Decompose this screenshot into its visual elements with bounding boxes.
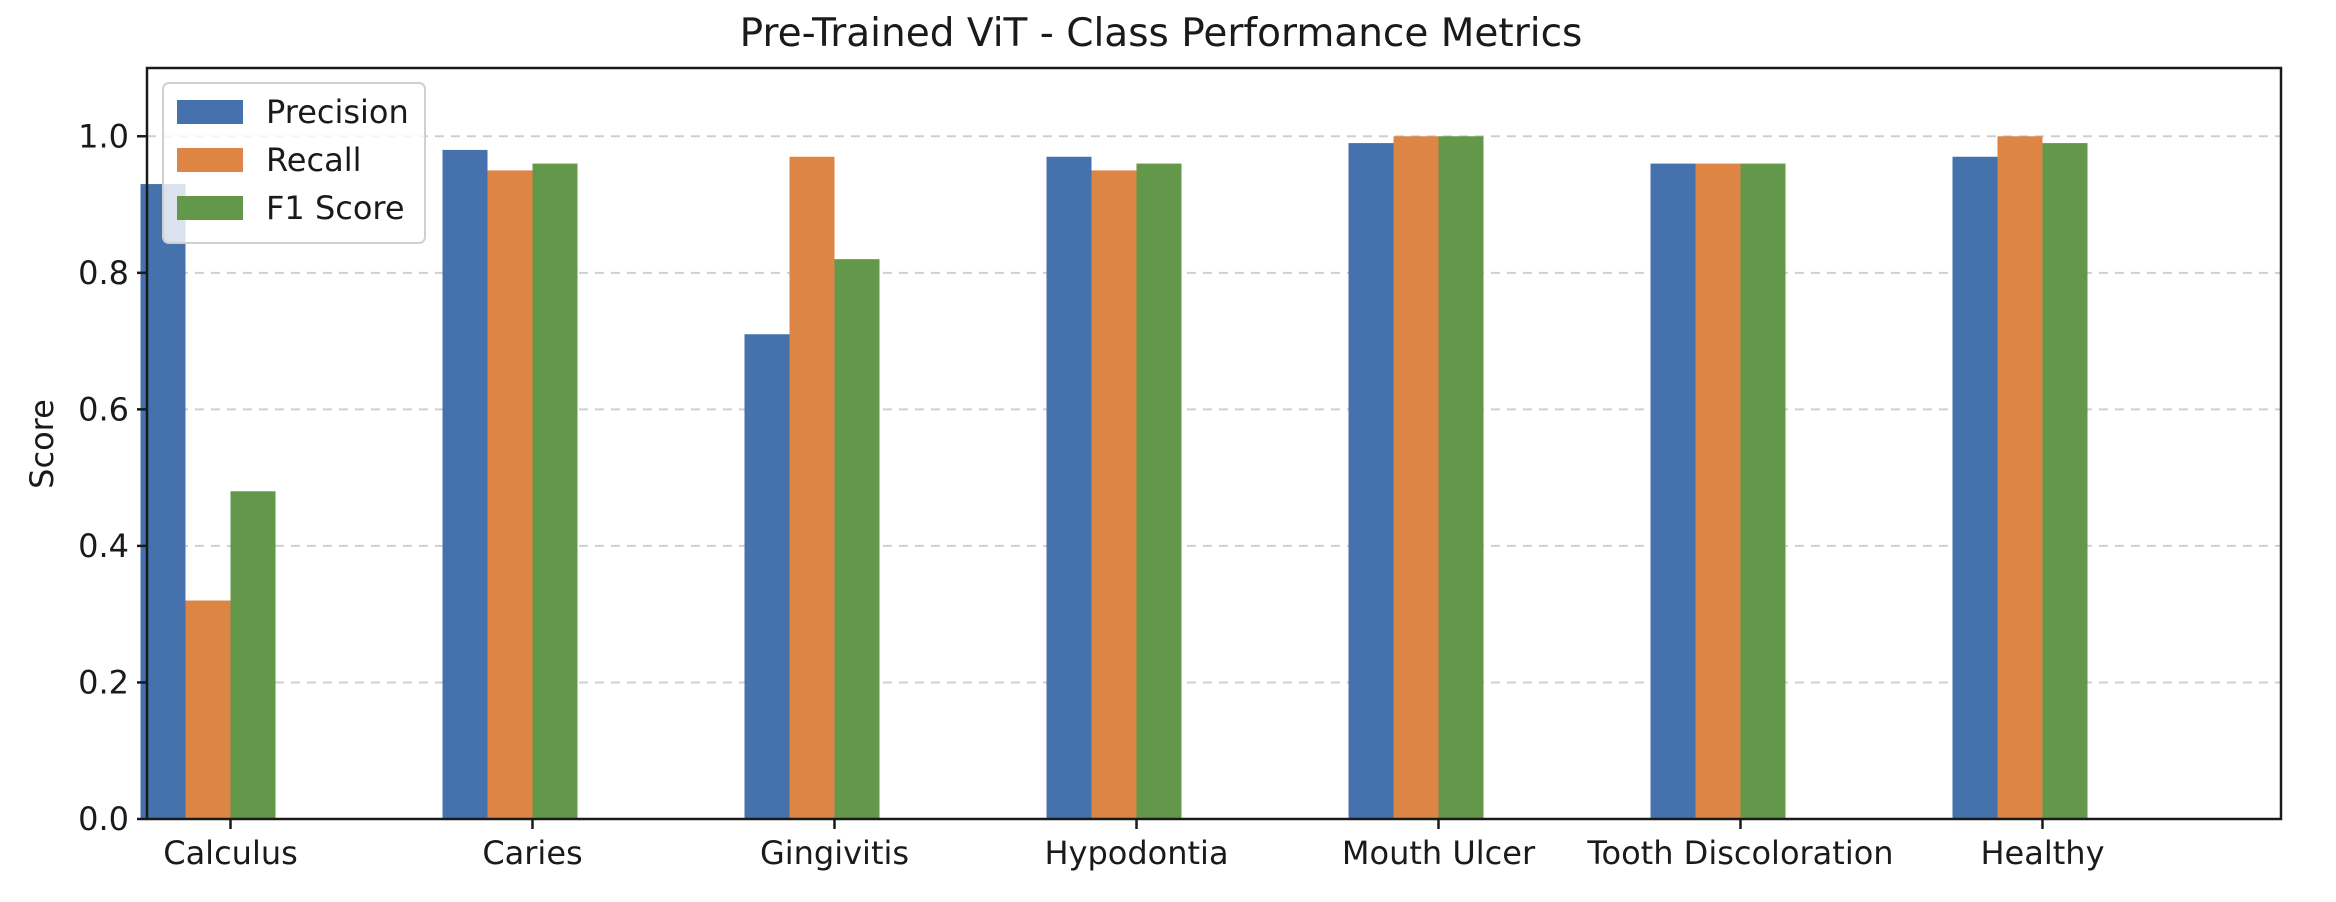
- bar-f1-score: [230, 491, 276, 819]
- bar-precision: [1046, 156, 1092, 820]
- plot-frame: [145, 66, 2283, 821]
- x-tick-label: Tooth Discoloration: [1586, 834, 1893, 872]
- bar-precision: [442, 149, 488, 820]
- x-tick-label: Caries: [482, 834, 582, 872]
- bar-recall: [789, 156, 835, 820]
- bar-f1-score: [834, 259, 880, 819]
- y-axis-label: Score: [23, 399, 61, 489]
- legend-swatch: [177, 196, 243, 220]
- legend-label: Recall: [266, 141, 361, 179]
- y-tick-label: 1.0: [78, 117, 129, 155]
- legend-swatch: [177, 148, 243, 172]
- bar-recall: [1997, 136, 2043, 820]
- y-axis: 0.0 0.2 0.4 0.6 0.8 1.0: [78, 117, 147, 838]
- legend-swatch: [177, 100, 243, 124]
- bar-recall: [1393, 136, 1439, 820]
- y-tick-label: 0.8: [78, 254, 129, 292]
- x-tick-label: Mouth Ulcer: [1342, 834, 1536, 872]
- bar-precision: [744, 334, 790, 819]
- bar-f1-score: [1740, 163, 1786, 820]
- x-axis: Calculus Caries Gingivitis Hypodontia Mouth …: [163, 819, 2105, 872]
- bar-precision: [1650, 163, 1696, 820]
- bar-f1-score: [1136, 163, 1182, 820]
- legend-label: Precision: [266, 93, 409, 131]
- bar-recall: [1695, 163, 1741, 820]
- x-tick-label: Healthy: [1980, 834, 2104, 872]
- bar-f1-score: [532, 163, 578, 820]
- bar-recall: [487, 170, 533, 820]
- x-tick-label: Calculus: [163, 834, 298, 872]
- chart-title: Pre-Trained ViT - Class Performance Metr…: [740, 11, 1583, 56]
- bar-f1-score: [1438, 136, 1484, 820]
- bar-recall: [1091, 170, 1137, 820]
- y-tick-label: 0.0: [78, 800, 129, 838]
- bar-precision: [1952, 156, 1998, 820]
- bar-recall: [185, 600, 231, 819]
- y-tick-label: 0.6: [78, 390, 129, 428]
- y-tick-label: 0.4: [78, 527, 129, 565]
- legend-label: F1 Score: [266, 189, 405, 227]
- bar-f1-score: [2042, 143, 2088, 820]
- legend: Precision Recall F1 Score: [162, 82, 426, 244]
- x-tick-label: Gingivitis: [760, 834, 909, 872]
- bar-precision: [1348, 143, 1394, 820]
- y-tick-label: 0.2: [78, 663, 129, 701]
- bars: [140, 136, 2088, 820]
- x-tick-label: Hypodontia: [1044, 834, 1228, 872]
